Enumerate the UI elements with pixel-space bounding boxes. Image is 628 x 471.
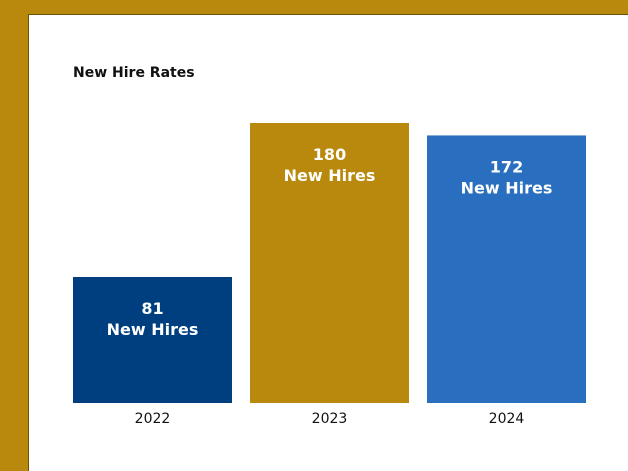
x-tick-label-2023: 2023 <box>312 411 348 427</box>
x-tick-label-2022: 2022 <box>135 411 171 427</box>
bar-2024 <box>427 135 586 403</box>
data-label-value-2022: 81 <box>141 299 163 318</box>
data-label-value-2024: 172 <box>490 157 523 176</box>
x-axis-ticks: 2022 2023 2024 <box>135 411 525 427</box>
chart-title: New Hire Rates <box>73 65 195 81</box>
data-labels-layer: 81 New Hires 180 New Hires 172 New Hires <box>107 145 553 339</box>
bar-2022 <box>73 277 232 403</box>
bars-layer <box>73 123 586 403</box>
bar-2023 <box>250 123 409 403</box>
data-label-unit-2024: New Hires <box>461 178 553 197</box>
data-label-value-2023: 180 <box>313 145 346 164</box>
x-tick-label-2024: 2024 <box>489 411 525 427</box>
data-label-unit-2022: New Hires <box>107 320 199 339</box>
data-label-unit-2023: New Hires <box>284 166 376 185</box>
